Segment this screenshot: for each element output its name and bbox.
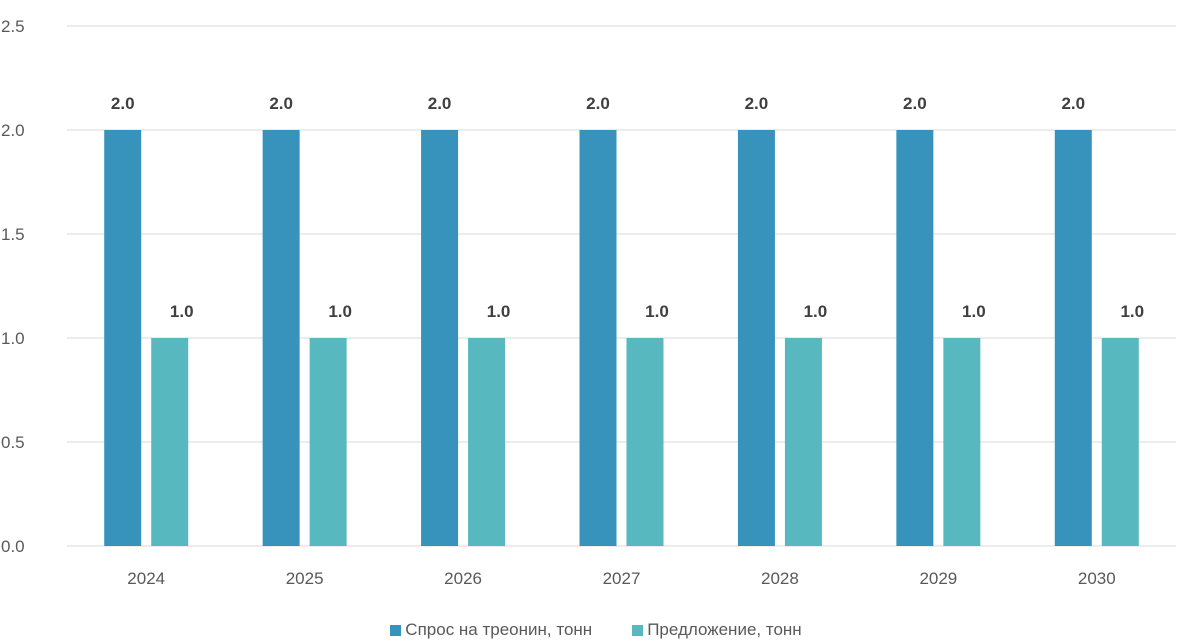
y-tick-label: 0.0 bbox=[1, 537, 25, 556]
legend-item-supply: Предложение, тонн bbox=[632, 620, 802, 640]
bar-demand bbox=[421, 130, 459, 546]
data-label: 2.0 bbox=[111, 94, 135, 113]
x-tick-label: 2024 bbox=[127, 569, 165, 588]
data-label: 1.0 bbox=[645, 302, 669, 321]
x-tick-label: 2027 bbox=[603, 569, 641, 588]
legend-item-demand: Спрос на треонин, тонн bbox=[390, 620, 592, 640]
bar-supply bbox=[943, 338, 981, 546]
x-tick-label: 2026 bbox=[444, 569, 482, 588]
y-tick-label: 2.5 bbox=[1, 17, 25, 36]
data-label: 2.0 bbox=[269, 94, 293, 113]
bar-chart: 0.0 0.5 1.0 1.5 2.0 2.5 2.0 1.0 2024 2.0 1.0 2025 2.… bbox=[1, 17, 1176, 588]
data-label: 2.0 bbox=[428, 94, 452, 113]
legend-label-demand: Спрос на треонин, тонн bbox=[405, 620, 593, 639]
bar-demand bbox=[262, 130, 300, 546]
bar-supply bbox=[468, 338, 506, 546]
x-tick-label: 2025 bbox=[286, 569, 324, 588]
bar-demand bbox=[579, 130, 617, 546]
bar-demand bbox=[896, 130, 934, 546]
legend: Спрос на треонин, тонн Предложение, тонн bbox=[0, 619, 1192, 641]
bar-supply bbox=[1101, 338, 1139, 546]
bar-supply bbox=[151, 338, 189, 546]
y-tick-label: 1.5 bbox=[1, 225, 25, 244]
x-tick-label: 2028 bbox=[761, 569, 799, 588]
data-label: 2.0 bbox=[903, 94, 927, 113]
bar-supply bbox=[784, 338, 822, 546]
bar-demand bbox=[1054, 130, 1092, 546]
x-tick-label: 2029 bbox=[919, 569, 957, 588]
data-label: 2.0 bbox=[745, 94, 769, 113]
data-label: 1.0 bbox=[170, 302, 194, 321]
data-label: 2.0 bbox=[586, 94, 610, 113]
legend-swatch-demand bbox=[390, 624, 402, 636]
data-label: 1.0 bbox=[487, 302, 511, 321]
legend-label-supply: Предложение, тонн bbox=[647, 620, 802, 639]
y-tick-label: 1.0 bbox=[1, 329, 25, 348]
data-label: 1.0 bbox=[962, 302, 986, 321]
bar-supply bbox=[309, 338, 347, 546]
x-tick-label: 2030 bbox=[1078, 569, 1116, 588]
data-label: 2.0 bbox=[1061, 94, 1085, 113]
data-label: 1.0 bbox=[328, 302, 352, 321]
bar-supply bbox=[626, 338, 664, 546]
y-tick-label: 2.0 bbox=[1, 121, 25, 140]
bar-demand bbox=[104, 130, 142, 546]
data-label: 1.0 bbox=[1120, 302, 1144, 321]
bar-demand bbox=[737, 130, 775, 546]
data-label: 1.0 bbox=[804, 302, 828, 321]
y-tick-label: 0.5 bbox=[1, 433, 25, 452]
legend-swatch-supply bbox=[632, 624, 644, 636]
